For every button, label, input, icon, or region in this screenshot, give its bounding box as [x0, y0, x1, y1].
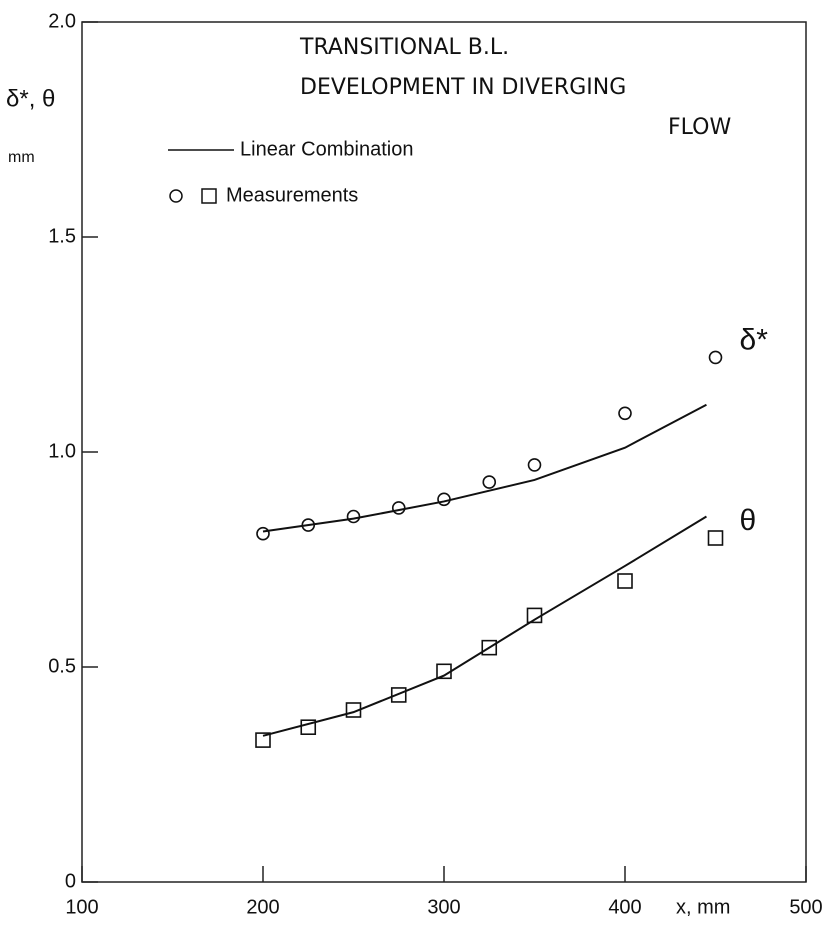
point — [707, 530, 724, 546]
fit-line — [262, 403, 707, 533]
point — [617, 573, 633, 589]
y-tick-label: 1.5 — [48, 225, 76, 247]
legend-label: Measurements — [226, 184, 358, 206]
x-tick-label: 200 — [246, 896, 279, 918]
series-annotation: δ* — [740, 323, 769, 356]
point — [301, 518, 316, 532]
y-tick-label: 1.0 — [48, 440, 76, 462]
title-line: FLOW — [668, 115, 731, 140]
point — [390, 687, 407, 703]
point — [300, 719, 317, 736]
point — [346, 509, 361, 524]
y-tick-label: 0.5 — [48, 655, 76, 677]
title-line: DEVELOPMENT IN DIVERGING — [300, 75, 626, 100]
point — [436, 663, 452, 680]
point — [482, 475, 497, 489]
y-tick-label: 2.0 — [48, 10, 76, 32]
x-tick-label: 400 — [608, 896, 641, 918]
point — [437, 492, 451, 507]
x-axis-label: x, mm — [676, 896, 730, 918]
fit-line — [262, 515, 707, 737]
y-axis-label: δ*, θ — [6, 85, 55, 112]
x-tick-label: 500 — [789, 896, 822, 918]
y-tick-label: 0 — [65, 870, 76, 892]
y-axis-unit: mm — [8, 149, 35, 166]
point — [618, 406, 632, 421]
point — [526, 607, 543, 624]
legend-circle — [169, 189, 183, 203]
plot-frame — [81, 21, 807, 883]
point — [708, 350, 723, 365]
x-tick-label: 100 — [65, 896, 98, 918]
title-line: TRANSITIONAL B.L. — [299, 35, 509, 60]
legend-label: Linear Combination — [240, 138, 413, 160]
legend-square — [201, 188, 217, 204]
point — [391, 501, 406, 515]
point — [256, 526, 270, 541]
point — [481, 639, 498, 656]
point — [255, 732, 271, 748]
series-annotation: θ — [740, 504, 757, 537]
point — [345, 702, 362, 718]
x-tick-label: 300 — [427, 896, 460, 918]
point — [527, 458, 542, 472]
